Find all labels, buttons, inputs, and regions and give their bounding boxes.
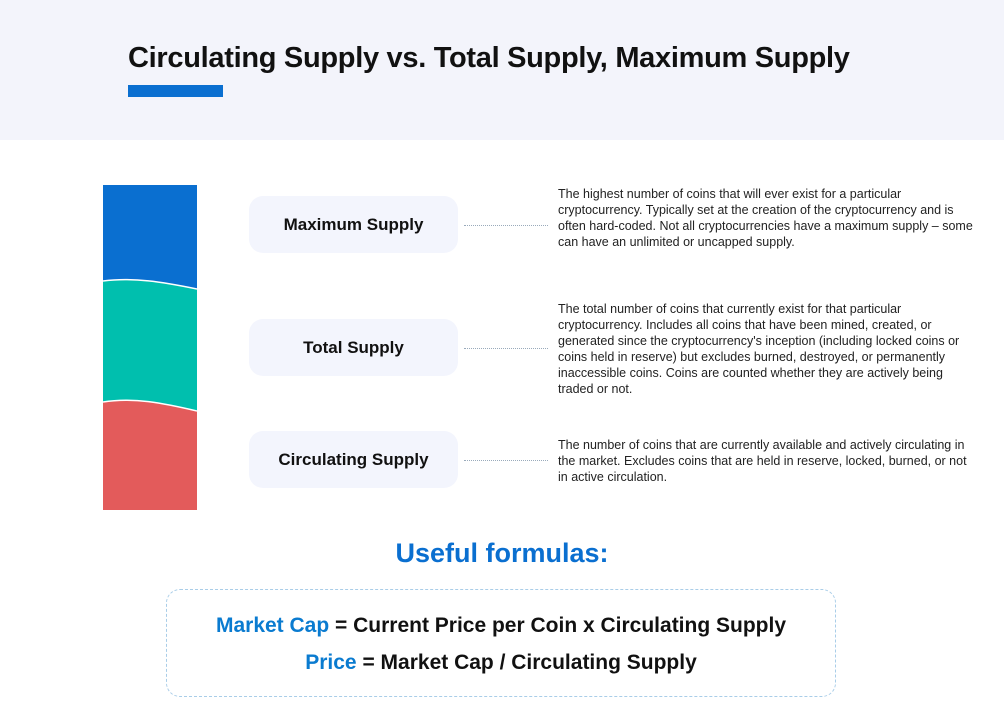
title-underline: [128, 85, 223, 97]
total-supply-label: Total Supply: [249, 319, 458, 376]
formula-expression: = Market Cap / Circulating Supply: [356, 651, 697, 674]
maximum-supply-label: Maximum Supply: [249, 196, 458, 253]
wave-divider: [103, 399, 197, 412]
formula-market-cap: Market Cap = Current Price per Coin x Ci…: [167, 614, 835, 638]
formulas-title: Useful formulas:: [395, 538, 609, 568]
connector-line: [464, 225, 548, 226]
wave-divider: [103, 278, 197, 290]
total-supply-description: The total number of coins that currently…: [558, 302, 960, 396]
supply-stack-bar: [103, 185, 197, 510]
header-band: Circulating Supply vs. Total Supply, Max…: [0, 0, 1004, 140]
maximum-supply-description: The highest number of coins that will ev…: [558, 187, 973, 249]
formula-expression: = Current Price per Coin x Circulating S…: [329, 614, 787, 637]
connector-line: [464, 460, 548, 461]
formula-price: Price = Market Cap / Circulating Supply: [167, 651, 835, 675]
maximum-segment: [103, 185, 197, 289]
connector-line: [464, 348, 548, 349]
circulating-supply-label: Circulating Supply: [249, 431, 458, 488]
circulating-supply-description: The number of coins that are currently a…: [558, 438, 967, 484]
formula-term: Price: [305, 651, 357, 674]
page-title: Circulating Supply vs. Total Supply, Max…: [128, 42, 850, 74]
formulas-box: Market Cap = Current Price per Coin x Ci…: [166, 589, 836, 697]
formula-term: Market Cap: [215, 614, 330, 637]
